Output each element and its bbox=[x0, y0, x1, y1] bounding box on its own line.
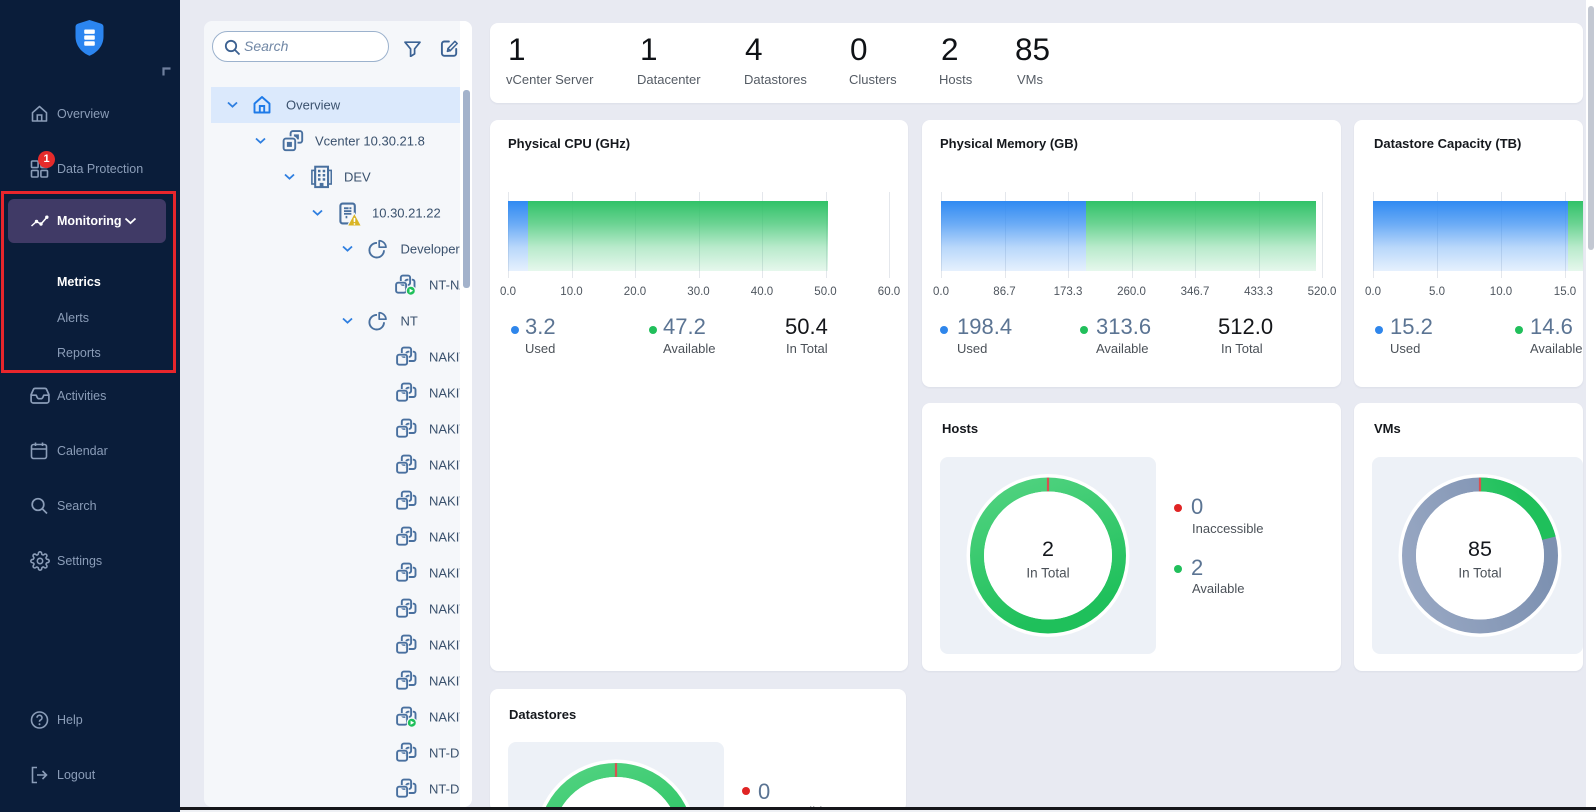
svg-text:85: 85 bbox=[1468, 537, 1492, 561]
svg-text:2: 2 bbox=[1042, 537, 1054, 561]
svg-text:In Total: In Total bbox=[1026, 566, 1069, 581]
svg-text:In Total: In Total bbox=[1458, 566, 1501, 581]
